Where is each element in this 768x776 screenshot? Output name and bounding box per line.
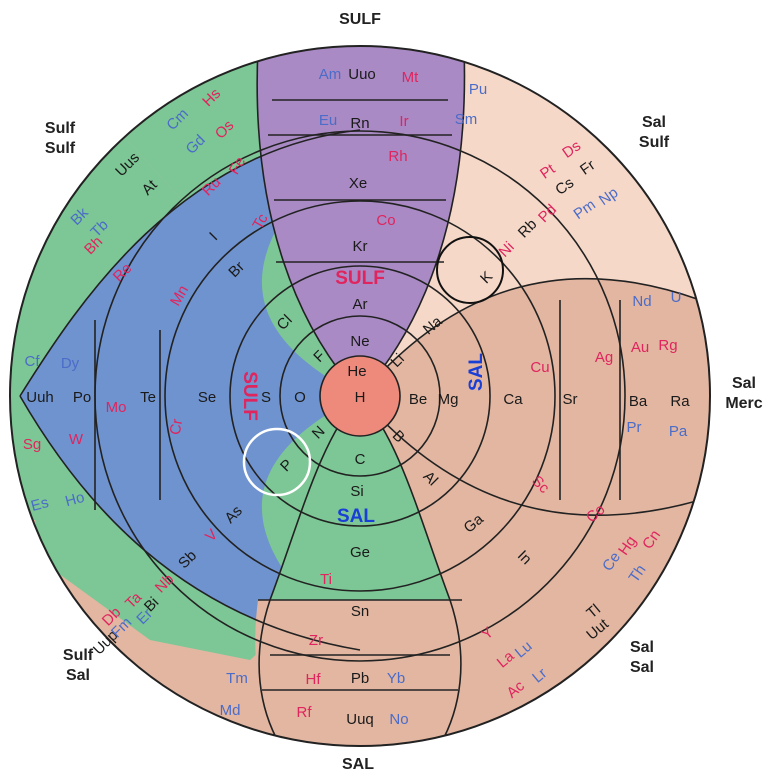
outer-label-bottom-left-2: Sal	[66, 667, 90, 684]
region-label-sulf-top: SULF	[335, 268, 385, 289]
element-symbol: Se	[198, 389, 216, 406]
element-symbol: Ag	[595, 349, 613, 366]
region-label-sulf-left: SULF	[239, 371, 260, 421]
element-symbol: Hf	[306, 671, 322, 688]
element-symbol: Be	[409, 391, 427, 408]
element-symbol: Uuh	[26, 389, 54, 406]
element-symbol: Eu	[319, 112, 337, 129]
element-symbol: Am	[319, 66, 342, 83]
element-symbol: Md	[220, 702, 241, 719]
outer-label-top-left-1: Sulf	[45, 120, 76, 137]
element-symbol: Fe	[226, 154, 249, 178]
element-symbol: Sn	[351, 603, 369, 620]
element-symbol: Ne	[350, 333, 369, 350]
salmon-bottom-lens	[255, 600, 465, 745]
center-label: H	[355, 389, 366, 406]
element-symbol: O	[294, 389, 306, 406]
element-symbol: Si	[350, 483, 363, 500]
outer-label-top-right-1: Sal	[642, 114, 666, 131]
element-symbol: Es	[29, 494, 50, 515]
outer-circle	[9, 45, 711, 747]
element-symbol: Ar	[353, 296, 368, 313]
outer-label-right-2: Merc	[725, 395, 762, 412]
element-symbol: Th	[626, 562, 650, 586]
element-symbol: Ge	[350, 544, 370, 561]
element-symbol: Ti	[320, 571, 332, 588]
outer-label-top: SULF	[339, 11, 381, 28]
region-label-sal-right: SAL	[466, 353, 487, 391]
element-symbol: He	[347, 363, 366, 380]
region-label-sal-bottom: SAL	[337, 506, 375, 527]
element-symbol: Sg	[23, 436, 41, 453]
element-symbol: Pa	[669, 423, 688, 440]
element-symbol: Dy	[61, 355, 80, 372]
outer-label-right-1: Sal	[732, 375, 756, 392]
element-symbol: Co	[376, 212, 395, 229]
element-symbol: Ra	[670, 393, 690, 410]
element-symbol: Rf	[297, 704, 313, 721]
element-symbol: Zr	[309, 632, 323, 649]
outer-label-bottom-right-2: Sal	[630, 659, 654, 676]
element-symbol: Sr	[563, 391, 578, 408]
element-symbol: Ir	[399, 113, 408, 130]
blue-sulf-region	[20, 130, 360, 650]
outer-label-bottom-right-1: Sal	[630, 639, 654, 656]
outer-label-bottom-left-1: Sulf	[63, 647, 94, 664]
salmon-right-lens	[360, 278, 710, 516]
element-symbol: Po	[73, 389, 91, 406]
element-symbol: Te	[140, 389, 156, 406]
outer-label-top-right-2: Sulf	[639, 134, 670, 151]
center-circle	[319, 355, 401, 437]
element-symbol: Uuo	[348, 66, 376, 83]
element-symbol: Pr	[627, 419, 642, 436]
element-symbol: Ho	[63, 489, 86, 510]
element-symbol: Cu	[530, 359, 549, 376]
element-symbol: Kr	[353, 238, 368, 255]
element-symbol: No	[389, 711, 408, 728]
element-symbol: Pu	[469, 81, 487, 98]
purple-top-lens	[257, 46, 465, 396]
element-symbol: Sm	[455, 111, 478, 128]
highlight-ring-p	[242, 427, 312, 497]
outer-label-top-left-2: Sulf	[45, 140, 76, 157]
element-symbol: Rg	[658, 337, 677, 354]
element-symbol: Cf	[25, 353, 41, 370]
outer-label-bottom: SAL	[342, 756, 374, 773]
element-symbol: Nd	[632, 293, 651, 310]
green-bottom-lens	[270, 396, 450, 600]
element-symbol: U	[671, 289, 682, 306]
element-symbol: Pb	[351, 670, 369, 687]
highlight-ring-k	[436, 236, 504, 304]
element-symbol: Uuq	[346, 711, 374, 728]
element-symbol: S	[261, 389, 271, 406]
element-symbol: W	[69, 431, 84, 448]
element-symbol: C	[355, 451, 366, 468]
element-symbol: Mo	[106, 399, 127, 416]
element-symbol: Rh	[388, 148, 407, 165]
element-symbol: Mg	[438, 391, 459, 408]
element-symbol: Au	[631, 339, 649, 356]
element-symbol: Ca	[503, 391, 523, 408]
element-symbol: Cr	[167, 418, 186, 437]
element-symbol: Rn	[350, 115, 369, 132]
element-symbol: Yb	[387, 670, 405, 687]
element-symbol: Tm	[226, 670, 248, 687]
element-symbol: Ba	[629, 393, 648, 410]
element-symbol: Xe	[349, 175, 367, 192]
element-symbol: Mt	[402, 69, 419, 86]
